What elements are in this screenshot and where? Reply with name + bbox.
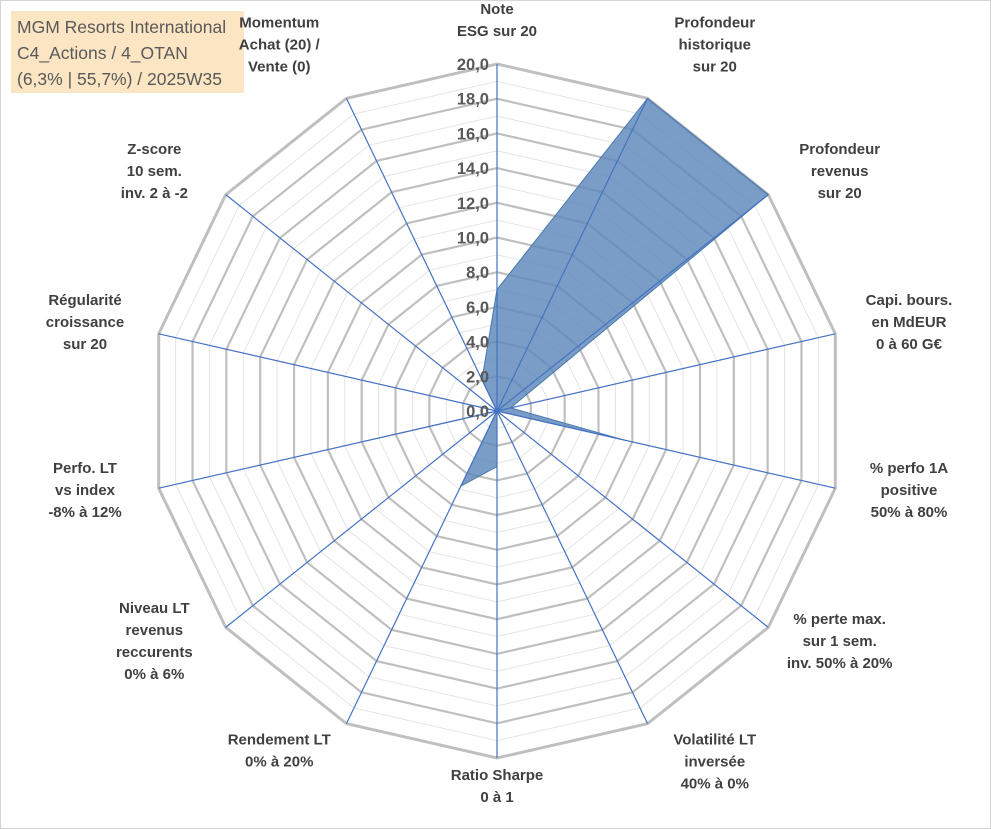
tick-label: 4,0 xyxy=(466,334,489,352)
axis-label: Rendement LT 0% à 20% xyxy=(228,731,331,770)
tick-label: 14,0 xyxy=(457,160,489,178)
axis-spoke xyxy=(158,410,498,489)
axis-label: Volatilité LT inversée 40% à 0% xyxy=(673,731,756,792)
chart-title-box: MGM Resorts International C4_Actions / 4… xyxy=(11,11,244,93)
axis-label: % perte max. sur 1 sem. inv. 50% à 20% xyxy=(787,611,893,672)
axis-labels: Note ESG sur 20 Profondeur historique sur 20… xyxy=(46,1,953,806)
axis-spoke xyxy=(345,98,498,412)
axis-spoke xyxy=(496,410,649,724)
axis-label: Perfo. LT vs index -8% à 12% xyxy=(48,460,121,521)
tick-label: 20,0 xyxy=(457,56,489,74)
tick-label: 0,0 xyxy=(466,403,489,421)
tick-label: 16,0 xyxy=(457,125,489,143)
tick-label: 2,0 xyxy=(466,368,489,386)
axis-spoke xyxy=(158,333,498,412)
axis-spoke xyxy=(496,194,769,412)
chart-subtitle: (6,3% | 55,7%) / 2025W35 xyxy=(17,69,222,89)
axis-spoke xyxy=(496,410,769,628)
axis-label: Ratio Sharpe 0 à 1 xyxy=(451,767,544,806)
tick-label: 8,0 xyxy=(466,264,489,282)
axis-spokes xyxy=(158,64,836,758)
axis-label: Note ESG sur 20 xyxy=(457,1,537,40)
tick-labels: 0,0 2,0 4,0 6,0 8,0 10,0 12,0 14,0 16,0 18,0 20,0 xyxy=(457,56,489,421)
axis-label: Profondeur historique sur 20 xyxy=(674,15,755,76)
tick-label: 6,0 xyxy=(466,299,489,317)
axis-spoke xyxy=(496,333,836,412)
axis-label: Capi. bours. en MdEUR 0 à 60 G€ xyxy=(866,292,953,353)
axis-label: Momentum Achat (20) / Vente (0) xyxy=(239,15,321,76)
company-name: MGM Resorts International xyxy=(17,17,227,37)
tick-label: 10,0 xyxy=(457,230,489,248)
axis-label: Régularité croissance sur 20 xyxy=(46,292,124,353)
axis-label: Niveau LT revenus reccurents 0% à 6% xyxy=(116,600,193,683)
axis-label: Z-score 10 sem. inv. 2 à -2 xyxy=(121,141,188,202)
axis-spoke xyxy=(496,98,649,412)
tick-label: 12,0 xyxy=(457,195,489,213)
axis-spoke xyxy=(496,410,836,489)
axis-spoke xyxy=(225,410,498,628)
category-label: C4_Actions / 4_OTAN xyxy=(17,43,188,63)
axis-label: Profondeur revenus sur 20 xyxy=(799,141,880,202)
axis-spoke xyxy=(345,410,498,724)
axis-spoke xyxy=(225,194,498,412)
axis-label: % perfo 1A positive 50% à 80% xyxy=(870,460,949,521)
tick-label: 18,0 xyxy=(457,91,489,109)
